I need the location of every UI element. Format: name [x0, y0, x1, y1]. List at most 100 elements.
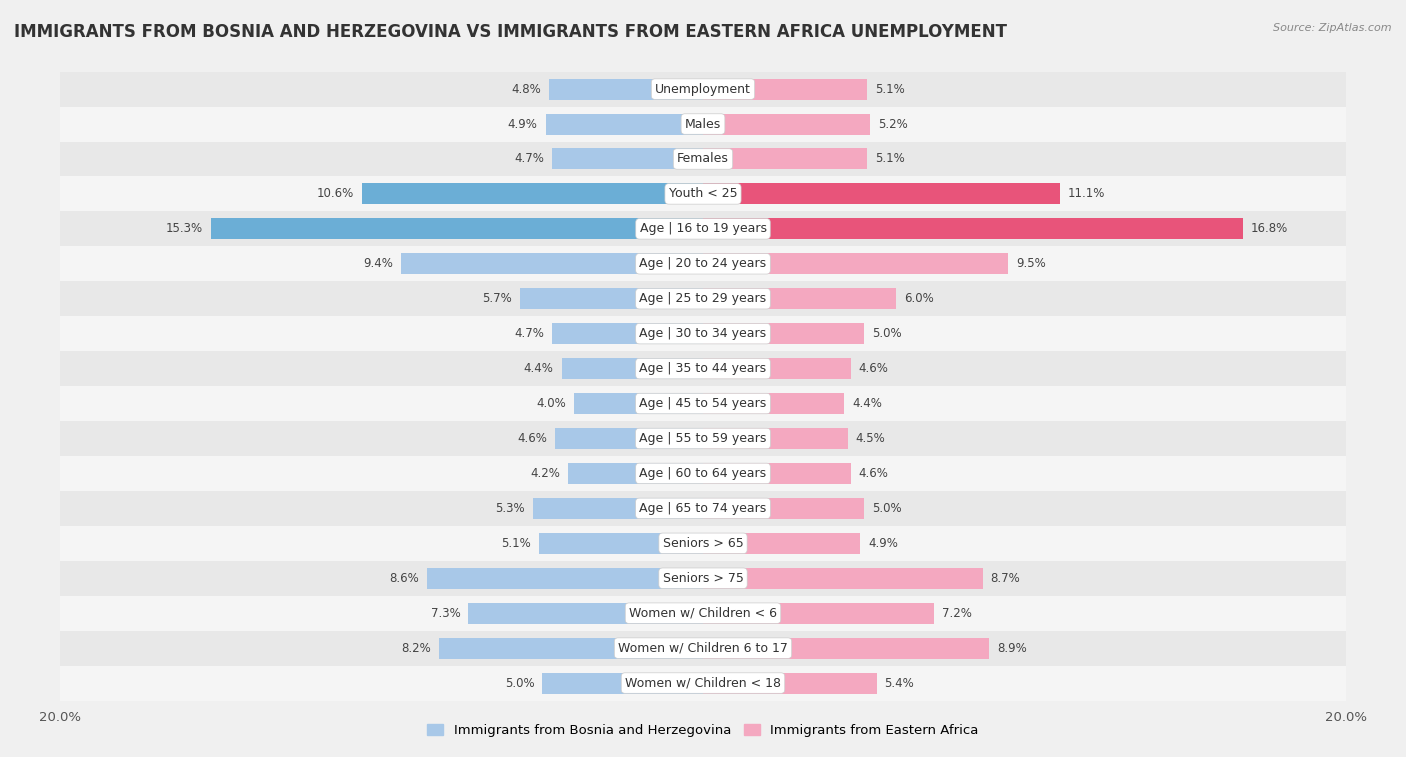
Bar: [703, 288, 896, 309]
Text: 4.0%: 4.0%: [537, 397, 567, 410]
Text: 7.2%: 7.2%: [942, 606, 973, 620]
Bar: [703, 463, 851, 484]
Bar: [703, 568, 983, 589]
Text: Age | 16 to 19 years: Age | 16 to 19 years: [640, 223, 766, 235]
Bar: [60, 142, 1346, 176]
Bar: [60, 456, 1346, 491]
Text: Age | 60 to 64 years: Age | 60 to 64 years: [640, 467, 766, 480]
Text: 10.6%: 10.6%: [318, 188, 354, 201]
Bar: [703, 533, 860, 554]
Text: 4.7%: 4.7%: [515, 327, 544, 340]
Bar: [60, 107, 1346, 142]
Text: Age | 30 to 34 years: Age | 30 to 34 years: [640, 327, 766, 340]
Bar: [60, 561, 1346, 596]
Text: Males: Males: [685, 117, 721, 130]
Bar: [60, 631, 1346, 665]
Text: 5.0%: 5.0%: [872, 502, 901, 515]
Text: 8.6%: 8.6%: [389, 572, 419, 584]
Text: 16.8%: 16.8%: [1251, 223, 1288, 235]
Text: 7.3%: 7.3%: [430, 606, 460, 620]
Bar: [703, 114, 870, 135]
Text: Women w/ Children < 18: Women w/ Children < 18: [626, 677, 780, 690]
Bar: [60, 421, 1346, 456]
Text: 4.7%: 4.7%: [515, 152, 544, 166]
Text: 11.1%: 11.1%: [1067, 188, 1105, 201]
Text: 6.0%: 6.0%: [904, 292, 934, 305]
Bar: [60, 386, 1346, 421]
Bar: [60, 491, 1346, 526]
Legend: Immigrants from Bosnia and Herzegovina, Immigrants from Eastern Africa: Immigrants from Bosnia and Herzegovina, …: [422, 718, 984, 742]
Bar: [568, 463, 703, 484]
Text: 5.1%: 5.1%: [502, 537, 531, 550]
Bar: [703, 393, 845, 414]
Bar: [543, 672, 703, 693]
Text: 5.0%: 5.0%: [872, 327, 901, 340]
Text: 15.3%: 15.3%: [166, 223, 204, 235]
Text: 4.6%: 4.6%: [859, 362, 889, 375]
Bar: [703, 254, 1008, 274]
Bar: [546, 114, 703, 135]
Bar: [60, 316, 1346, 351]
Bar: [60, 596, 1346, 631]
Text: 5.2%: 5.2%: [879, 117, 908, 130]
Bar: [60, 72, 1346, 107]
Text: Unemployment: Unemployment: [655, 83, 751, 95]
Bar: [575, 393, 703, 414]
Text: 5.1%: 5.1%: [875, 83, 904, 95]
Text: 5.1%: 5.1%: [875, 152, 904, 166]
Bar: [426, 568, 703, 589]
Text: Age | 55 to 59 years: Age | 55 to 59 years: [640, 432, 766, 445]
Bar: [533, 498, 703, 519]
Text: 4.2%: 4.2%: [530, 467, 560, 480]
Bar: [363, 183, 703, 204]
Bar: [553, 148, 703, 170]
Text: IMMIGRANTS FROM BOSNIA AND HERZEGOVINA VS IMMIGRANTS FROM EASTERN AFRICA UNEMPLO: IMMIGRANTS FROM BOSNIA AND HERZEGOVINA V…: [14, 23, 1007, 41]
Text: 9.5%: 9.5%: [1017, 257, 1046, 270]
Bar: [703, 428, 848, 449]
Bar: [60, 665, 1346, 700]
Bar: [211, 218, 703, 239]
Bar: [520, 288, 703, 309]
Bar: [60, 526, 1346, 561]
Text: 8.2%: 8.2%: [402, 642, 432, 655]
Text: Source: ZipAtlas.com: Source: ZipAtlas.com: [1274, 23, 1392, 33]
Text: 5.4%: 5.4%: [884, 677, 914, 690]
Bar: [703, 323, 863, 344]
Text: 4.8%: 4.8%: [510, 83, 541, 95]
Text: 4.5%: 4.5%: [856, 432, 886, 445]
Bar: [703, 672, 876, 693]
Text: 5.0%: 5.0%: [505, 677, 534, 690]
Bar: [548, 79, 703, 100]
Bar: [60, 211, 1346, 246]
Bar: [401, 254, 703, 274]
Bar: [703, 637, 988, 659]
Bar: [703, 218, 1243, 239]
Text: 8.7%: 8.7%: [991, 572, 1021, 584]
Text: 4.6%: 4.6%: [859, 467, 889, 480]
Bar: [703, 79, 868, 100]
Text: 8.9%: 8.9%: [997, 642, 1026, 655]
Bar: [703, 603, 935, 624]
Text: Age | 25 to 29 years: Age | 25 to 29 years: [640, 292, 766, 305]
Bar: [553, 323, 703, 344]
Bar: [555, 428, 703, 449]
Bar: [538, 533, 703, 554]
Text: 4.4%: 4.4%: [523, 362, 554, 375]
Text: Age | 20 to 24 years: Age | 20 to 24 years: [640, 257, 766, 270]
Text: 4.6%: 4.6%: [517, 432, 547, 445]
Text: Age | 35 to 44 years: Age | 35 to 44 years: [640, 362, 766, 375]
Bar: [468, 603, 703, 624]
Text: Seniors > 65: Seniors > 65: [662, 537, 744, 550]
Bar: [60, 282, 1346, 316]
Text: 9.4%: 9.4%: [363, 257, 392, 270]
Text: Age | 45 to 54 years: Age | 45 to 54 years: [640, 397, 766, 410]
Bar: [60, 246, 1346, 282]
Text: 4.4%: 4.4%: [852, 397, 883, 410]
Text: Youth < 25: Youth < 25: [669, 188, 737, 201]
Text: Seniors > 75: Seniors > 75: [662, 572, 744, 584]
Text: 4.9%: 4.9%: [869, 537, 898, 550]
Bar: [703, 183, 1060, 204]
Text: Age | 65 to 74 years: Age | 65 to 74 years: [640, 502, 766, 515]
Text: 5.3%: 5.3%: [495, 502, 524, 515]
Bar: [561, 358, 703, 379]
